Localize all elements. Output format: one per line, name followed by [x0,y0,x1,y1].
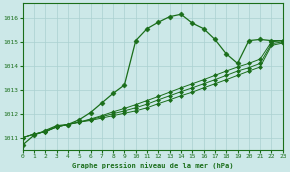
X-axis label: Graphe pression niveau de la mer (hPa): Graphe pression niveau de la mer (hPa) [72,162,233,169]
